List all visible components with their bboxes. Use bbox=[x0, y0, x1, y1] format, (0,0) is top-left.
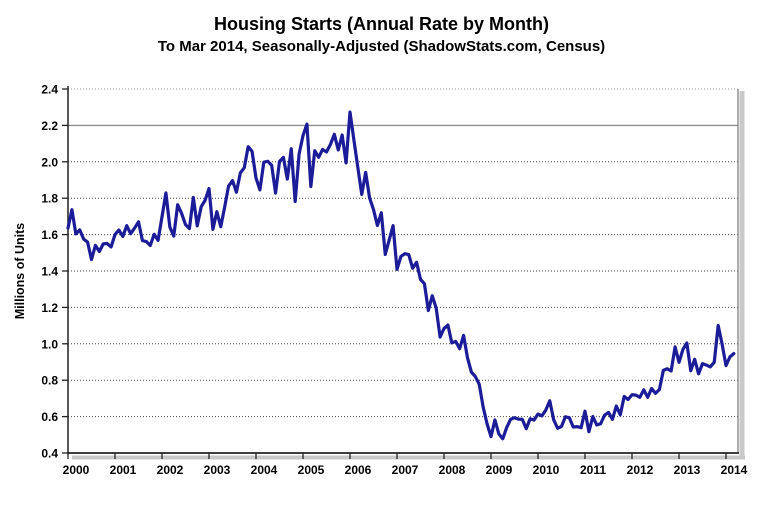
frame-shadow-right bbox=[739, 91, 745, 459]
x-tick-label: 2003 bbox=[204, 463, 231, 477]
x-tick-label: 2005 bbox=[298, 463, 325, 477]
chart-subtitle: To Mar 2014, Seasonally-Adjusted (Shadow… bbox=[157, 38, 606, 55]
x-tick-label: 2007 bbox=[392, 463, 419, 477]
y-tick-label: 1.6 bbox=[41, 228, 58, 242]
y-tick-label: 0.4 bbox=[41, 447, 58, 461]
y-axis-title: Millions of Units bbox=[13, 223, 27, 320]
x-tick-label: 2014 bbox=[721, 463, 748, 477]
y-tick-label: 2.4 bbox=[41, 83, 58, 97]
y-tick-label: 1.4 bbox=[41, 265, 58, 279]
x-tick-label: 2011 bbox=[580, 463, 606, 477]
x-tick-label: 2002 bbox=[157, 463, 184, 477]
x-tick-label: 2004 bbox=[251, 463, 278, 477]
y-tick-label: 1.2 bbox=[41, 301, 58, 315]
y-tick-label: 2.0 bbox=[41, 155, 58, 169]
chart-title: Housing Starts (Annual Rate by Month) bbox=[214, 14, 549, 34]
y-tick-label: 1.8 bbox=[41, 192, 58, 206]
y-tick-label: 2.2 bbox=[41, 119, 58, 133]
x-tick-label: 2013 bbox=[674, 463, 701, 477]
y-tick-label: 0.6 bbox=[41, 410, 58, 424]
x-tick-label: 2006 bbox=[345, 463, 372, 477]
x-tick-label: 2008 bbox=[439, 463, 466, 477]
y-tick-label: 1.0 bbox=[41, 337, 58, 351]
x-tick-label: 2000 bbox=[63, 463, 90, 477]
x-tick-label: 2001 bbox=[110, 463, 137, 477]
frame-shadow-bottom bbox=[72, 455, 745, 460]
y-tick-label: 0.8 bbox=[41, 374, 58, 388]
data-line-housing-starts bbox=[66, 110, 736, 441]
x-tick-label: 2009 bbox=[486, 463, 513, 477]
x-tick-label: 2012 bbox=[627, 463, 654, 477]
x-tick-label: 2010 bbox=[533, 463, 560, 477]
